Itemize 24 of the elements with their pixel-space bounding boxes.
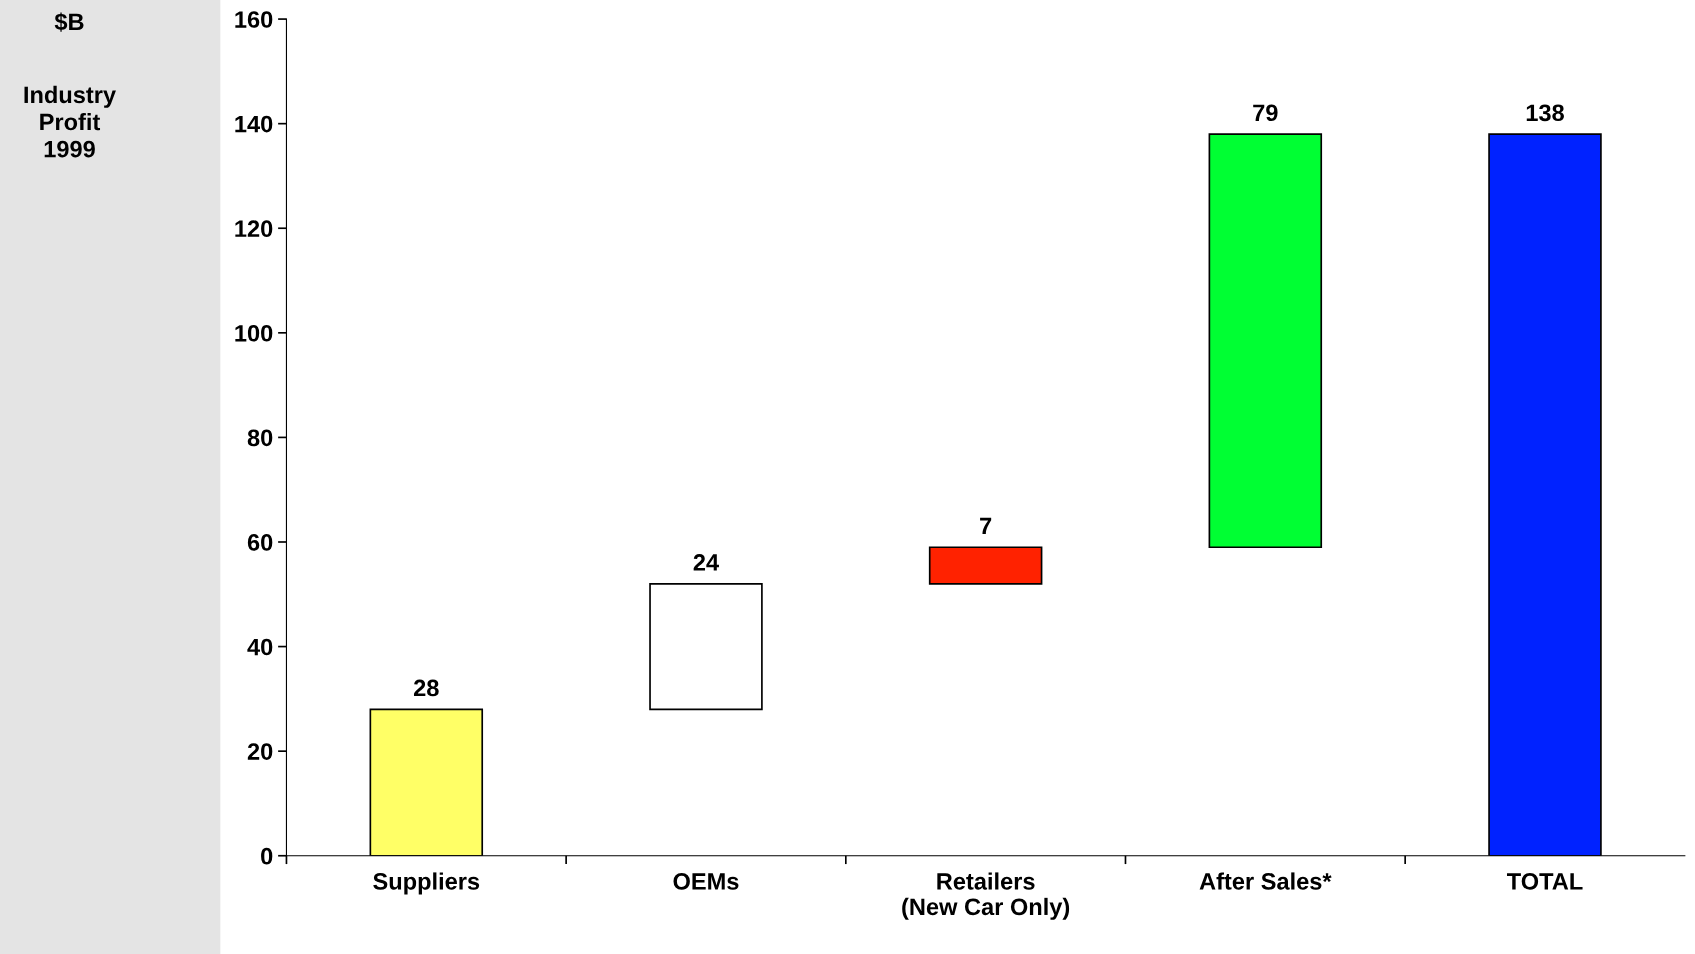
data-label: 28 [413, 679, 439, 697]
x-tick-label: TOTAL [1507, 873, 1583, 890]
x-tick-label: Suppliers [373, 872, 480, 895]
text: $B [54, 12, 84, 32]
y-tick-label: 0 [261, 847, 273, 865]
x-tick-label: Retailers (New Car Only) [902, 872, 1070, 920]
y-tick-label: 160 [235, 11, 273, 28]
y-tick-label: 100 [235, 324, 273, 342]
y-tick-label: 120 [235, 220, 273, 238]
y-tick-label: 40 [247, 638, 273, 656]
data-label: 7 [980, 517, 992, 534]
y-tick-label: 60 [247, 534, 273, 551]
text: Industry Profit 1999 [24, 85, 116, 158]
y-tick-label: 20 [247, 743, 273, 760]
x-tick-label: After Sales* [1199, 872, 1332, 890]
y-tick-label: 80 [247, 429, 273, 447]
data-label: 24 [693, 554, 719, 571]
y-tick-label: 140 [235, 115, 273, 133]
bar [649, 582, 763, 711]
data-label: 138 [1526, 104, 1564, 122]
x-tick-label: OEMs [673, 873, 739, 890]
bar [928, 546, 1043, 585]
bar [1208, 133, 1323, 549]
data-label: 79 [1253, 104, 1278, 122]
